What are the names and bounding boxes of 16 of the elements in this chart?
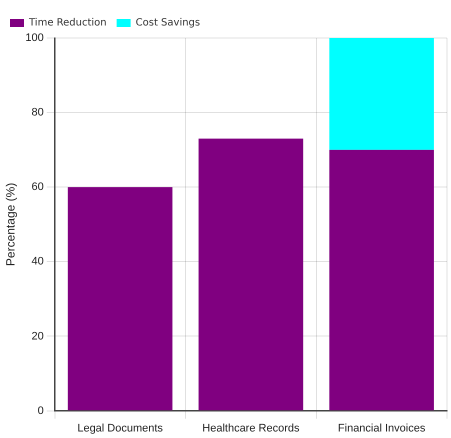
bar: [329, 150, 434, 410]
x-tick-label: Financial Invoices: [338, 422, 426, 434]
y-axis-title: Percentage (%): [4, 182, 18, 266]
y-tick-label: 0: [38, 404, 44, 417]
y-tick-label: 100: [25, 32, 44, 44]
bar: [68, 187, 172, 410]
legend-label: Cost Savings: [136, 18, 200, 29]
y-tick-label: 20: [32, 330, 44, 342]
legend-label: Time Reduction: [28, 18, 107, 29]
y-tick-label: 60: [32, 181, 44, 194]
bar: [198, 138, 304, 410]
x-tick-label: Legal Documents: [77, 422, 164, 434]
x-tick-label: Healthcare Records: [202, 422, 300, 434]
y-tick-label: 80: [32, 106, 44, 119]
y-tick-label: 40: [32, 256, 44, 268]
bar: [329, 38, 434, 150]
